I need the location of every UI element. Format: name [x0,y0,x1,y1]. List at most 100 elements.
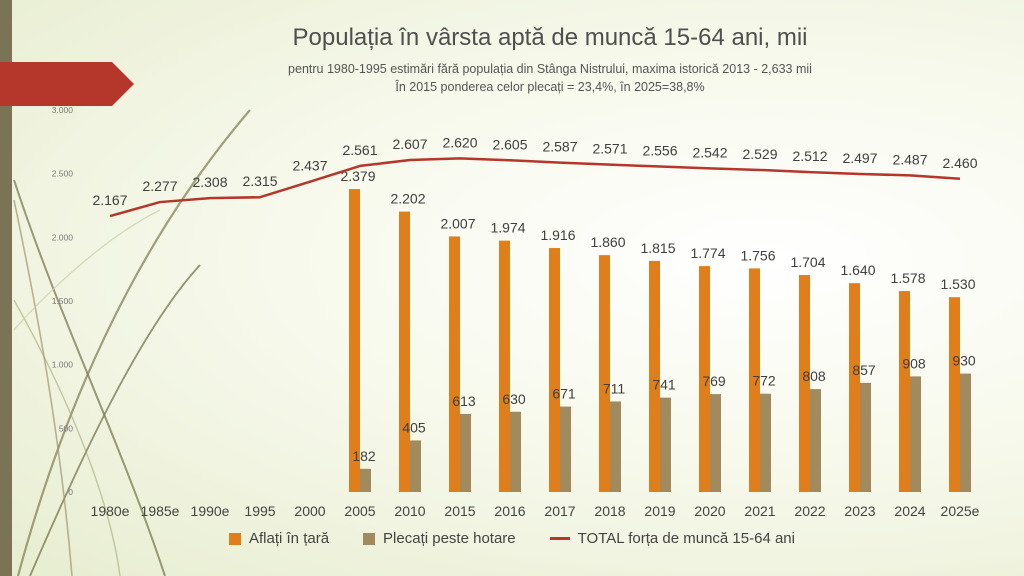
bar-abroad [560,406,571,492]
data-label-in-country: 2.379 [340,168,375,184]
bar-in-country [649,260,660,492]
y-tick-label: 1.500 [52,296,74,306]
bar-in-country [949,297,960,492]
x-tick-label: 2022 [794,503,825,519]
data-label-total: 2.571 [592,141,627,157]
data-label-total: 2.497 [842,150,877,166]
x-tick-label: 2024 [894,503,925,519]
x-tick-label: 1995 [244,503,275,519]
y-tick-label: 3.000 [52,105,74,115]
x-tick-label: 2020 [694,503,725,519]
bar-in-country [899,291,910,492]
data-label-abroad: 711 [603,380,626,396]
legend-swatch-in-country [229,532,241,545]
bar-in-country [499,240,510,492]
x-tick-label: 2018 [594,503,625,519]
y-tick-label: 1.000 [52,360,74,370]
y-tick-label: 2.500 [52,169,74,179]
data-label-abroad: 630 [502,391,526,407]
data-label-total: 2.561 [342,142,377,158]
data-label-total: 2.315 [242,173,277,189]
data-label-total: 2.437 [292,158,327,174]
data-label-abroad: 930 [952,353,976,369]
bar-abroad [410,440,421,492]
x-tick-label: 2005 [344,503,375,519]
x-tick-label: 2025e [941,503,980,519]
bar-in-country [749,268,760,492]
data-label-abroad: 769 [702,373,726,389]
data-label-in-country: 1.774 [690,245,725,261]
bar-abroad [460,413,471,492]
bar-in-country [849,283,860,492]
x-tick-label: 1980e [91,503,130,519]
x-tick-label: 1990e [191,503,230,519]
bar-abroad [710,394,721,492]
bar-in-country [349,189,360,492]
bar-abroad [610,401,621,492]
data-label-abroad: 772 [752,373,776,389]
data-label-in-country: 1.860 [590,234,625,250]
data-label-in-country: 2.007 [440,215,475,231]
bar-abroad [510,411,521,492]
chart-legend: Aflați în țară Plecați peste hotare TOTA… [0,530,1024,547]
x-tick-label: 2015 [444,503,475,519]
data-label-abroad: 405 [402,419,426,435]
left-accent-bar [0,0,12,576]
data-label-total: 2.487 [892,151,927,167]
y-tick-label: 2.000 [52,232,74,242]
legend-label-total: TOTAL forța de muncă 15-64 ani [577,530,795,547]
data-label-in-country: 2.202 [390,191,425,207]
data-label-abroad: 613 [452,393,476,409]
chart-subtitle-line1: pentru 1980-1995 estimări fără populația… [288,62,812,76]
bar-abroad [360,468,371,492]
line-total [109,157,961,218]
legend-swatch-abroad [363,532,376,545]
bar-in-country [449,236,460,492]
data-label-total: 2.512 [792,148,827,164]
data-label-in-country: 1.815 [640,240,675,256]
bar-in-country [699,266,710,492]
x-tick-label: 2021 [744,503,775,519]
data-label-total: 2.529 [742,146,777,162]
data-label-in-country: 1.530 [940,276,975,292]
legend-item-abroad: Plecați peste hotare [363,530,516,547]
arrow-tab-shape [0,62,134,106]
data-label-in-country: 1.756 [740,247,775,263]
data-label-abroad: 671 [552,386,576,402]
data-label-abroad: 857 [852,362,876,378]
bar-abroad [860,382,871,492]
legend-label-in-country: Aflați în țară [249,530,330,547]
legend-item-total: TOTAL forța de muncă 15-64 ani [549,530,795,547]
bar-in-country [549,248,560,492]
x-tick-label: 2023 [844,503,875,519]
bar-abroad [660,397,671,492]
bar-abroad [760,393,771,492]
bar-in-country [399,211,410,492]
data-label-total: 2.167 [92,192,127,208]
bar-in-country [599,255,610,492]
grass-decoration [13,109,251,576]
x-tick-label: 2017 [544,503,575,519]
data-label-abroad: 182 [352,448,376,464]
legend-swatch-total [549,537,570,540]
data-label-total: 2.277 [142,178,177,194]
data-label-abroad: 741 [652,377,676,393]
x-tick-label: 2000 [294,503,325,519]
data-label-total: 2.607 [392,136,427,152]
data-label-abroad: 908 [902,355,926,371]
data-label-total: 2.308 [192,174,227,190]
chart-subtitle-line2: În 2015 ponderea celor plecați = 23,4%, … [395,80,705,94]
data-label-total: 2.605 [492,136,527,152]
data-label-in-country: 1.974 [490,220,525,236]
legend-label-abroad: Plecați peste hotare [383,530,516,547]
data-label-total: 2.556 [642,143,677,159]
data-label-total: 2.460 [942,155,977,171]
data-label-in-country: 1.640 [840,262,875,278]
data-label-total: 2.620 [442,134,477,150]
y-tick-label: 500 [59,423,73,433]
data-label-in-country: 1.704 [790,254,825,270]
x-tick-label: 2016 [494,503,525,519]
data-label-total: 2.542 [692,144,727,160]
x-tick-label: 2010 [394,503,425,519]
